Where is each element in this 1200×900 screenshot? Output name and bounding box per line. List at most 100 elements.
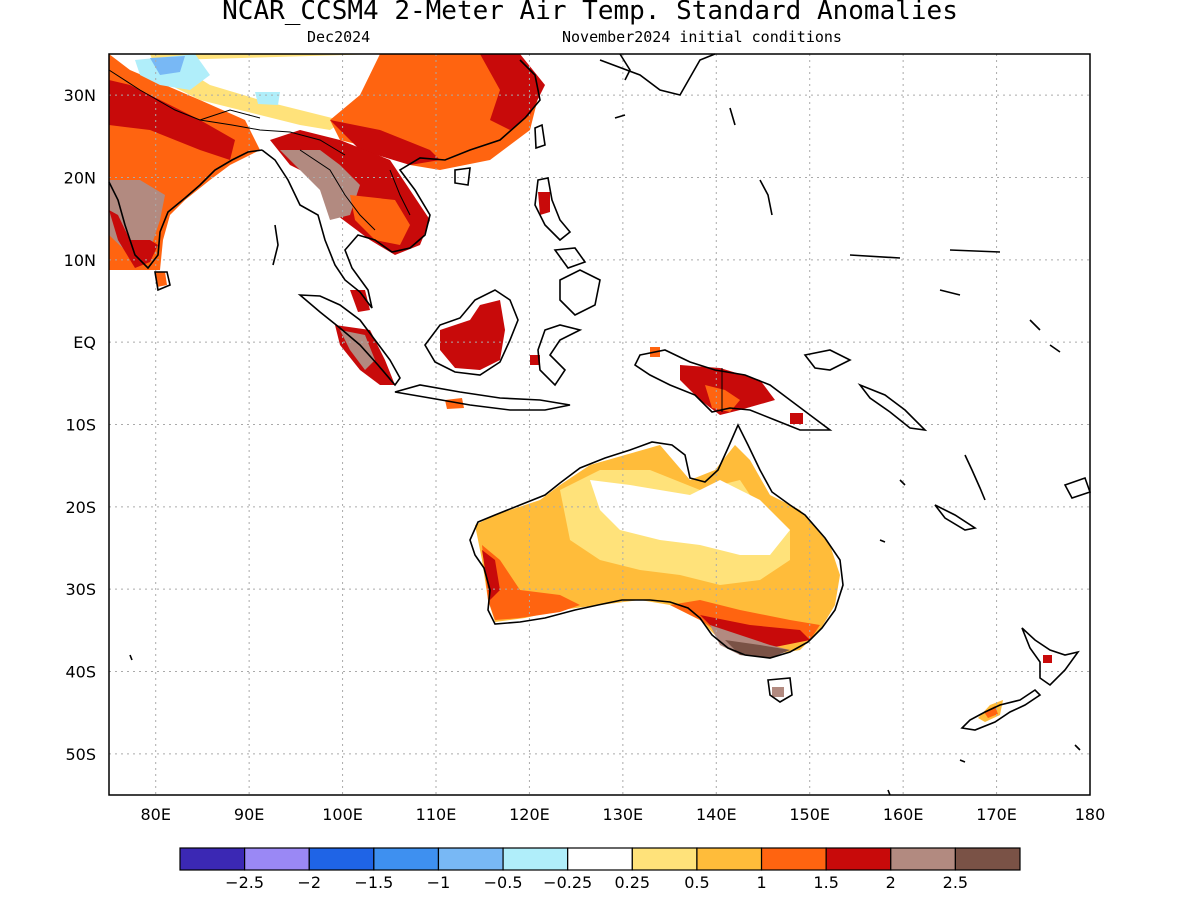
colorbar-label: 2.5 [943, 873, 968, 892]
colorbar-swatch [373, 847, 440, 871]
coastline-newbritain [803, 349, 852, 371]
colorbar-swatch [179, 847, 246, 871]
lat-lon-grid [109, 54, 1090, 795]
colorbar-label: −2 [297, 873, 321, 892]
anomaly-region-tasmania [772, 687, 784, 697]
map-frame [108, 53, 1091, 796]
colorbar-label: 0.25 [614, 873, 650, 892]
colorbar-swatch [631, 847, 698, 871]
coastline-japan-ryukyu [599, 53, 736, 126]
anomaly-region-indochina-orange [350, 195, 410, 245]
anomaly-region-sulawesi [530, 355, 540, 365]
coastline-solomons [857, 383, 928, 432]
colorbar-label: 2 [886, 873, 896, 892]
coastline-taiwan [534, 123, 546, 150]
coastline-mindanao [559, 269, 601, 316]
country-borders [108, 69, 723, 412]
lat-tick-label: 20S [65, 498, 96, 517]
anomaly-region-newguinea-east [790, 413, 803, 424]
anomaly-region-indochina-brown [280, 150, 360, 220]
coastline-indochina [261, 59, 541, 309]
colorbar-swatch [825, 847, 892, 871]
coastline-nz-south [960, 688, 1042, 731]
colorbar-swatch [954, 847, 1021, 871]
colorbar [179, 847, 1021, 871]
colorbar-label: −1 [427, 873, 451, 892]
lon-tick-label: 80E [140, 805, 170, 824]
lon-tick-label: 150E [789, 805, 830, 824]
coastline-andaman [272, 224, 279, 266]
anomaly-region-australia-sw-red [482, 550, 500, 600]
coastline-newcaledonia [934, 504, 978, 531]
lon-tick-label: 120E [509, 805, 550, 824]
coastline-nz-north [1021, 627, 1080, 687]
colorbar-label: 1.5 [813, 873, 838, 892]
lat-tick-label: 40S [65, 663, 96, 682]
colorbar-label: −1.5 [354, 873, 393, 892]
coastline-borneo [424, 289, 519, 376]
colorbar-labels: −2.5 −2 −1.5 −1 −0.5 −0.25 0.25 0.5 1 1.5 2 2.5 [225, 873, 968, 892]
colorbar-swatch [437, 847, 504, 871]
anomaly-region-china-south [330, 120, 440, 165]
longitude-labels: 80E 90E 100E 110E 120E 130E 140E 150E 160E 170E 18… [140, 805, 1105, 824]
lat-tick-label: EQ [73, 333, 96, 352]
border-india-china [108, 69, 346, 156]
coastline-java [394, 384, 571, 411]
colorbar-swatch [696, 847, 763, 871]
lat-tick-label: 10S [65, 416, 96, 435]
lon-tick-label: 170E [976, 805, 1017, 824]
lat-tick-label: 10N [64, 251, 96, 270]
chart-title: NCAR_CCSM4 2-Meter Air Temp. Standard An… [222, 0, 958, 26]
anomaly-region-india-coast [109, 210, 158, 268]
anomaly-fields [109, 54, 1052, 722]
lon-tick-label: 160E [883, 805, 924, 824]
anomaly-region-australia-se-red [700, 615, 810, 648]
coastline-micronesia [129, 179, 1081, 796]
colorbar-swatch [890, 847, 956, 871]
anomaly-region-sumatra-brown [340, 330, 375, 370]
anomaly-region-tibet-white [170, 54, 380, 120]
coastline-vanuatu [964, 454, 986, 501]
colorbar-swatch [760, 847, 827, 871]
border-indochina [299, 149, 411, 231]
coastline-hainan [454, 167, 471, 186]
colorbar-label: 1 [756, 873, 766, 892]
lon-tick-label: 110E [416, 805, 457, 824]
border-nepal [199, 109, 261, 121]
coastline-srilanka [154, 271, 171, 292]
lat-tick-label: 50S [65, 745, 96, 764]
initial-conditions: November2024 initial conditions [562, 28, 842, 46]
coastline-tasmania [767, 677, 793, 703]
lon-tick-label: 130E [603, 805, 644, 824]
lat-tick-label: 20N [64, 169, 96, 188]
coastline-fiji [1063, 476, 1092, 499]
coastlines [108, 53, 1092, 796]
lon-tick-label: 140E [696, 805, 737, 824]
anomaly-region-tibet-cold2 [150, 56, 185, 75]
colorbar-swatch [308, 847, 375, 871]
colorbar-label: −2.5 [225, 873, 264, 892]
coastline-luzon [534, 177, 572, 242]
anomaly-region-borneo [440, 300, 505, 370]
anomaly-region-srilanka [155, 272, 167, 287]
coastline-newguinea [633, 349, 833, 431]
coastline-sumatra [297, 294, 401, 387]
anomaly-region-nz-south-red [984, 706, 998, 718]
lon-tick-label: 180 [1075, 805, 1106, 824]
coastline-australia [469, 423, 844, 659]
colorbar-label: −0.25 [543, 873, 592, 892]
colorbar-swatch [567, 847, 633, 871]
anomaly-region-philippines [538, 192, 550, 215]
anomaly-region-nz-north [1043, 655, 1052, 663]
coastline-visayas [553, 247, 587, 269]
anomaly-region-china-east [480, 54, 545, 130]
colorbar-swatch [244, 847, 310, 871]
anomaly-region-australia-white [590, 480, 790, 555]
forecast-month: Dec2024 [307, 28, 371, 46]
colorbar-label: −0.5 [484, 873, 523, 892]
anomaly-region-tibet-cold3 [255, 92, 280, 105]
anomaly-region-australia-sw [482, 545, 580, 620]
lon-tick-label: 90E [234, 805, 264, 824]
colorbar-swatch [502, 847, 569, 871]
